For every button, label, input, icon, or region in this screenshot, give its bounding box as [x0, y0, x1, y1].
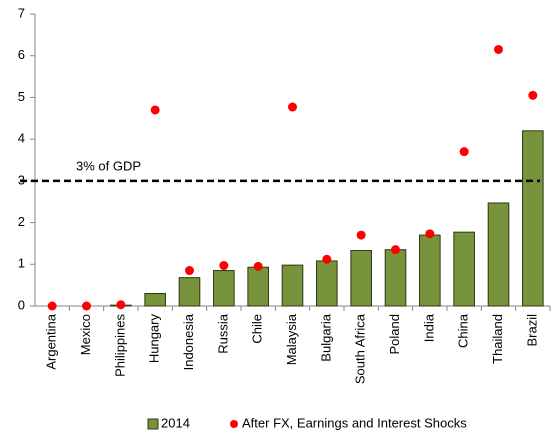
- x-tick-label: South Africa: [353, 313, 368, 384]
- bar: [247, 266, 269, 307]
- bar: [281, 264, 304, 307]
- y-tick-label: 7: [18, 5, 25, 20]
- bar: [522, 130, 544, 307]
- bar: [487, 202, 510, 307]
- dot: [322, 254, 332, 264]
- dot: [356, 230, 366, 240]
- x-tick-label: Russia: [215, 313, 230, 354]
- dot: [425, 229, 435, 239]
- legend-swatch: [230, 420, 238, 428]
- y-tick-label: 5: [18, 89, 25, 104]
- dot: [185, 266, 194, 276]
- reference-label: 3% of GDP: [76, 158, 141, 173]
- legend-swatch: [147, 418, 159, 430]
- dot: [494, 44, 503, 54]
- dot: [116, 300, 126, 310]
- y-tick-label: 1: [18, 256, 25, 271]
- dot: [253, 261, 263, 271]
- dot: [391, 245, 400, 255]
- bar: [316, 260, 338, 307]
- legend-label: After FX, Earnings and Interest Shocks: [242, 415, 467, 430]
- bar: [453, 231, 475, 307]
- y-tick-label: 4: [18, 131, 25, 146]
- x-tick-label: Bulgaria: [318, 313, 333, 361]
- y-tick-label: 6: [18, 47, 25, 62]
- x-tick-label: Malaysia: [284, 313, 299, 365]
- bar: [350, 250, 372, 307]
- bar: [384, 249, 407, 307]
- dot: [459, 147, 469, 157]
- x-tick-label: Hungary: [147, 314, 162, 364]
- dot: [528, 90, 538, 100]
- x-tick-label: India: [421, 313, 436, 342]
- bar: [213, 270, 235, 307]
- x-tick-label: China: [456, 313, 471, 348]
- x-tick-label: Argentina: [44, 313, 59, 369]
- x-tick-label: Philippines: [112, 314, 127, 377]
- x-tick-label: Chile: [250, 314, 265, 344]
- dot: [219, 261, 229, 271]
- x-tick-label: Brazil: [524, 314, 539, 347]
- y-tick-label: 2: [18, 214, 25, 229]
- dot: [288, 102, 297, 112]
- bar: [419, 234, 441, 307]
- dot: [82, 301, 91, 311]
- x-tick-label: Thailand: [490, 314, 505, 364]
- y-tick-label: 0: [18, 297, 25, 312]
- bar: [144, 292, 166, 307]
- x-tick-label: Indonesia: [181, 313, 196, 370]
- dot: [47, 301, 57, 311]
- legend-label: 2014: [161, 415, 190, 430]
- bar: [178, 277, 201, 307]
- x-tick-label: Mexico: [78, 314, 93, 355]
- dot: [150, 105, 160, 115]
- x-tick-label: Poland: [387, 314, 402, 354]
